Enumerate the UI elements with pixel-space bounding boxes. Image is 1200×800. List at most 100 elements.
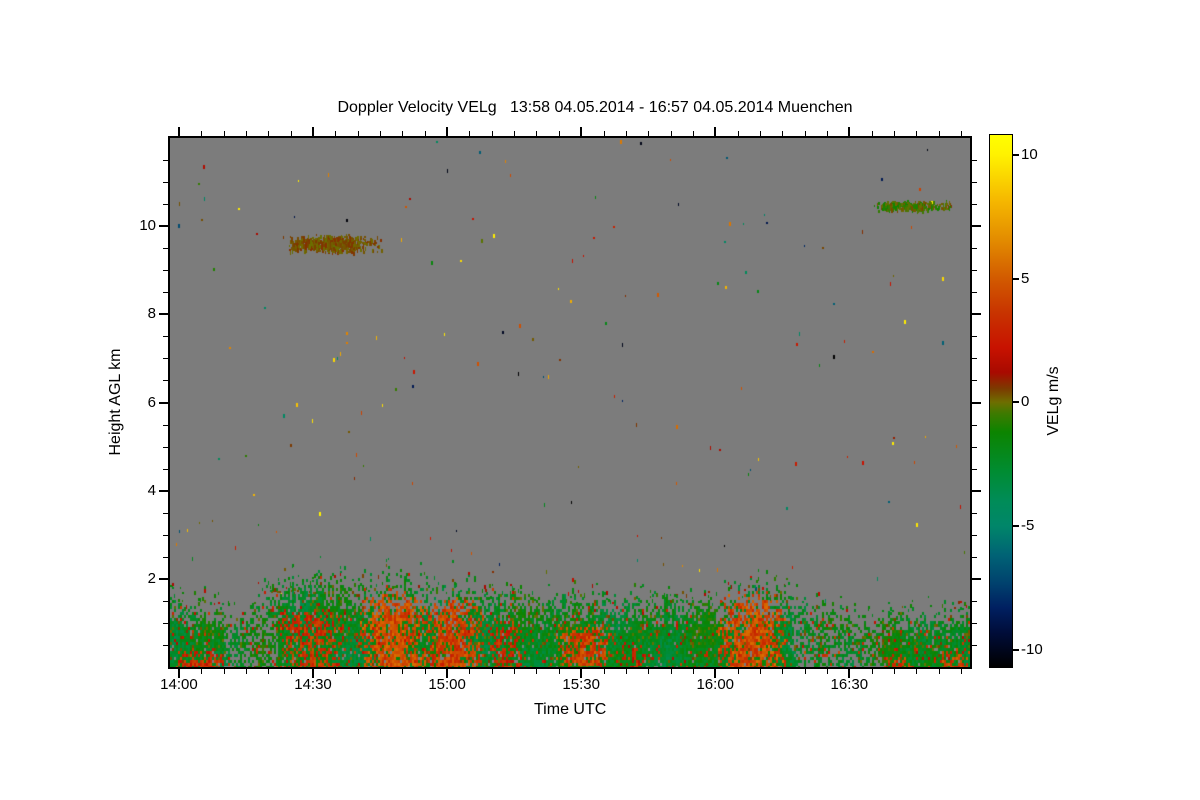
- x-axis-major-tick: [714, 669, 717, 678]
- x-axis-minor-tick: [737, 131, 739, 136]
- x-axis-minor-tick: [469, 131, 471, 136]
- chart-title: Doppler Velocity VELg 13:58 04.05.2014 -…: [337, 99, 853, 116]
- y-axis-minor-tick: [163, 248, 168, 250]
- x-axis-major-tick: [177, 669, 180, 678]
- colorbar: [989, 134, 1013, 668]
- x-axis-minor-tick: [648, 131, 650, 136]
- y-axis-minor-tick: [163, 292, 168, 294]
- x-axis-tick-label: 15:00: [428, 676, 466, 693]
- y-axis-major-tick: [159, 489, 168, 492]
- x-axis-tick-label: 14:00: [160, 676, 198, 693]
- y-axis-minor-tick: [972, 622, 977, 624]
- colorbar-tick-label: -5: [1021, 516, 1035, 534]
- x-axis-minor-tick: [245, 131, 247, 136]
- x-axis-minor-tick: [402, 131, 404, 136]
- x-axis-minor-tick: [424, 669, 426, 674]
- x-axis-minor-tick: [558, 669, 560, 674]
- x-axis-major-tick: [580, 669, 583, 678]
- colorbar-title: VELg m/s: [1045, 366, 1062, 436]
- y-axis-minor-tick: [163, 512, 168, 514]
- colorbar-major-tick: [1013, 153, 1019, 156]
- x-axis-minor-tick: [782, 131, 784, 136]
- x-axis-major-tick: [312, 669, 315, 678]
- x-axis-minor-tick: [759, 669, 761, 674]
- y-axis-minor-tick: [163, 468, 168, 470]
- x-axis-minor-tick: [826, 131, 828, 136]
- x-axis-minor-tick: [290, 669, 292, 674]
- x-axis-title: Time UTC: [534, 701, 607, 718]
- x-axis-minor-tick: [670, 131, 672, 136]
- y-axis-major-tick: [972, 489, 981, 492]
- x-axis-minor-tick: [201, 669, 203, 674]
- y-axis-minor-tick: [163, 600, 168, 602]
- x-axis-minor-tick: [290, 131, 292, 136]
- x-axis-minor-tick: [782, 669, 784, 674]
- y-axis-title: Height AGL km: [107, 348, 124, 456]
- y-axis-minor-tick: [163, 424, 168, 426]
- x-axis-major-tick: [177, 127, 180, 136]
- y-axis-minor-tick: [163, 336, 168, 338]
- y-axis-minor-tick: [972, 270, 977, 272]
- colorbar-major-tick: [1013, 401, 1019, 404]
- x-axis-minor-tick: [514, 131, 516, 136]
- x-axis-minor-tick: [335, 131, 337, 136]
- x-axis-minor-tick: [424, 131, 426, 136]
- x-axis-minor-tick: [603, 669, 605, 674]
- y-axis-major-tick: [972, 225, 981, 228]
- x-axis-minor-tick: [759, 131, 761, 136]
- y-axis-major-tick: [972, 577, 981, 580]
- x-axis-major-tick: [312, 127, 315, 136]
- x-axis-minor-tick: [938, 669, 940, 674]
- y-axis-minor-tick: [163, 160, 168, 162]
- y-axis-major-tick: [159, 401, 168, 404]
- colorbar-tick-label: 10: [1021, 145, 1038, 163]
- y-axis-minor-tick: [972, 292, 977, 294]
- x-axis-minor-tick: [737, 669, 739, 674]
- x-axis-minor-tick: [223, 131, 225, 136]
- x-axis-minor-tick: [871, 131, 873, 136]
- y-axis-minor-tick: [972, 336, 977, 338]
- y-axis-minor-tick: [163, 270, 168, 272]
- x-axis-minor-tick: [514, 669, 516, 674]
- x-axis-major-tick: [446, 669, 449, 678]
- x-axis-minor-tick: [692, 669, 694, 674]
- x-axis-minor-tick: [916, 131, 918, 136]
- y-axis-minor-tick: [972, 160, 977, 162]
- x-axis-minor-tick: [469, 669, 471, 674]
- y-axis-minor-tick: [972, 380, 977, 382]
- y-axis-minor-tick: [163, 204, 168, 206]
- y-axis-major-tick: [972, 401, 981, 404]
- y-axis-minor-tick: [972, 204, 977, 206]
- x-axis-minor-tick: [380, 131, 382, 136]
- x-axis-minor-tick: [670, 669, 672, 674]
- y-axis-major-tick: [159, 577, 168, 580]
- x-axis-minor-tick: [871, 669, 873, 674]
- x-axis-minor-tick: [558, 131, 560, 136]
- y-axis-tick-label: 6: [147, 393, 156, 411]
- plot-frame: [168, 136, 972, 669]
- y-axis-minor-tick: [163, 622, 168, 624]
- x-axis-minor-tick: [804, 669, 806, 674]
- x-axis-minor-tick: [491, 131, 493, 136]
- x-axis-major-tick: [848, 669, 851, 678]
- x-axis-minor-tick: [402, 669, 404, 674]
- x-axis-minor-tick: [335, 669, 337, 674]
- y-axis-minor-tick: [163, 644, 168, 646]
- y-axis-major-tick: [972, 313, 981, 316]
- y-axis-minor-tick: [163, 446, 168, 448]
- x-axis-minor-tick: [245, 669, 247, 674]
- y-axis-minor-tick: [972, 468, 977, 470]
- y-axis-tick-label: 4: [147, 481, 156, 499]
- y-axis-minor-tick: [972, 644, 977, 646]
- x-axis-minor-tick: [625, 131, 627, 136]
- x-axis-major-tick: [446, 127, 449, 136]
- x-axis-minor-tick: [603, 131, 605, 136]
- y-axis-minor-tick: [972, 424, 977, 426]
- y-axis-minor-tick: [972, 358, 977, 360]
- y-axis-minor-tick: [163, 556, 168, 558]
- x-axis-minor-tick: [625, 669, 627, 674]
- y-axis-minor-tick: [163, 182, 168, 184]
- y-axis-major-tick: [159, 313, 168, 316]
- y-axis-minor-tick: [972, 512, 977, 514]
